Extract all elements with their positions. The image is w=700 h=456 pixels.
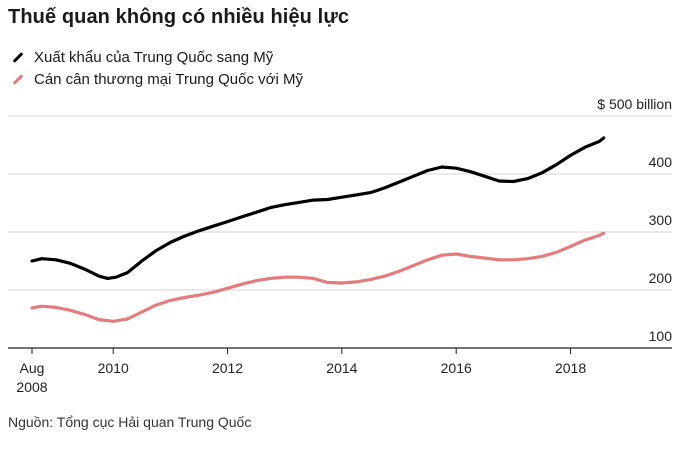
chart-title: Thuế quan không có nhiều hiệu lực (8, 6, 350, 28)
x-tick-label-2016: 2016 (441, 360, 472, 376)
legend-item-balance: Cán cân thương mại Trung Quốc với Mỹ (12, 68, 303, 90)
legend-item-exports: Xuất khẩu của Trung Quốc sang Mỹ (12, 46, 303, 68)
source-note: Nguồn: Tổng cục Hải quan Trung Quốc (8, 414, 252, 430)
x-tick-label-Aug: Aug (20, 360, 45, 376)
x-tick-label-2018: 2018 (555, 360, 586, 376)
y-tick-label-400: 400 (649, 154, 673, 170)
x-tick-sublabel-2008: 2008 (16, 379, 47, 395)
legend-label-exports: Xuất khẩu của Trung Quốc sang Mỹ (34, 48, 274, 66)
legend-label-balance: Cán cân thương mại Trung Quốc với Mỹ (34, 70, 303, 88)
y-tick-label-300: 300 (649, 212, 673, 228)
x-tick-label-2012: 2012 (212, 360, 243, 376)
legend: Xuất khẩu của Trung Quốc sang Mỹ Cán cân… (12, 46, 303, 90)
y-tick-label-500: $ 500 billion (597, 96, 672, 112)
series-line-exports (30, 136, 606, 280)
y-tick-label-200: 200 (649, 270, 673, 286)
y-tick-label-100: 100 (649, 328, 673, 344)
series-line-balance (30, 231, 606, 323)
x-tick-label-2014: 2014 (326, 360, 357, 376)
x-tick-label-2010: 2010 (98, 360, 129, 376)
